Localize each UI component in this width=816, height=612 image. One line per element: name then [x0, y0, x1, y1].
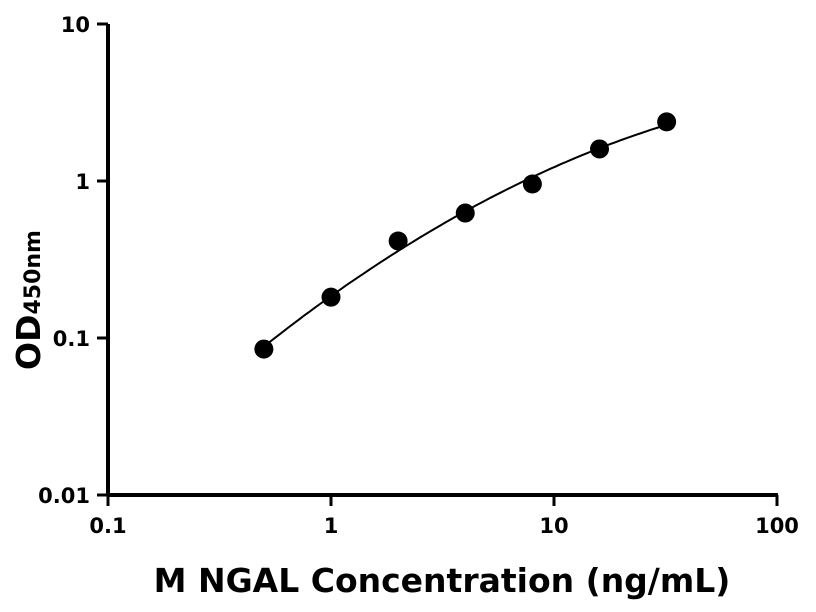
x-tick-label: 10: [539, 514, 568, 538]
y-axis-label: OD450nm: [9, 230, 48, 370]
data-point: [590, 139, 610, 159]
data-point: [388, 231, 408, 251]
data-point: [455, 203, 475, 223]
y-tick-label: 1: [75, 170, 90, 194]
data-point: [522, 174, 542, 194]
x-tick-label: 0.1: [89, 514, 126, 538]
x-axis-label: M NGAL Concentration (ng/mL): [154, 561, 731, 600]
x-tick-label: 1: [324, 514, 339, 538]
data-point: [657, 112, 677, 132]
y-tick-label: 0.01: [38, 484, 90, 508]
x-tick-label: 100: [755, 514, 799, 538]
y-tick-label: 10: [61, 13, 90, 37]
y-tick-label: 0.1: [53, 327, 90, 351]
y-axis-label-subscript: 450nm: [21, 230, 46, 315]
data-point: [254, 339, 274, 359]
y-axis-label-main: OD: [9, 315, 48, 370]
data-point: [321, 287, 341, 307]
fit-curve: [263, 123, 667, 348]
